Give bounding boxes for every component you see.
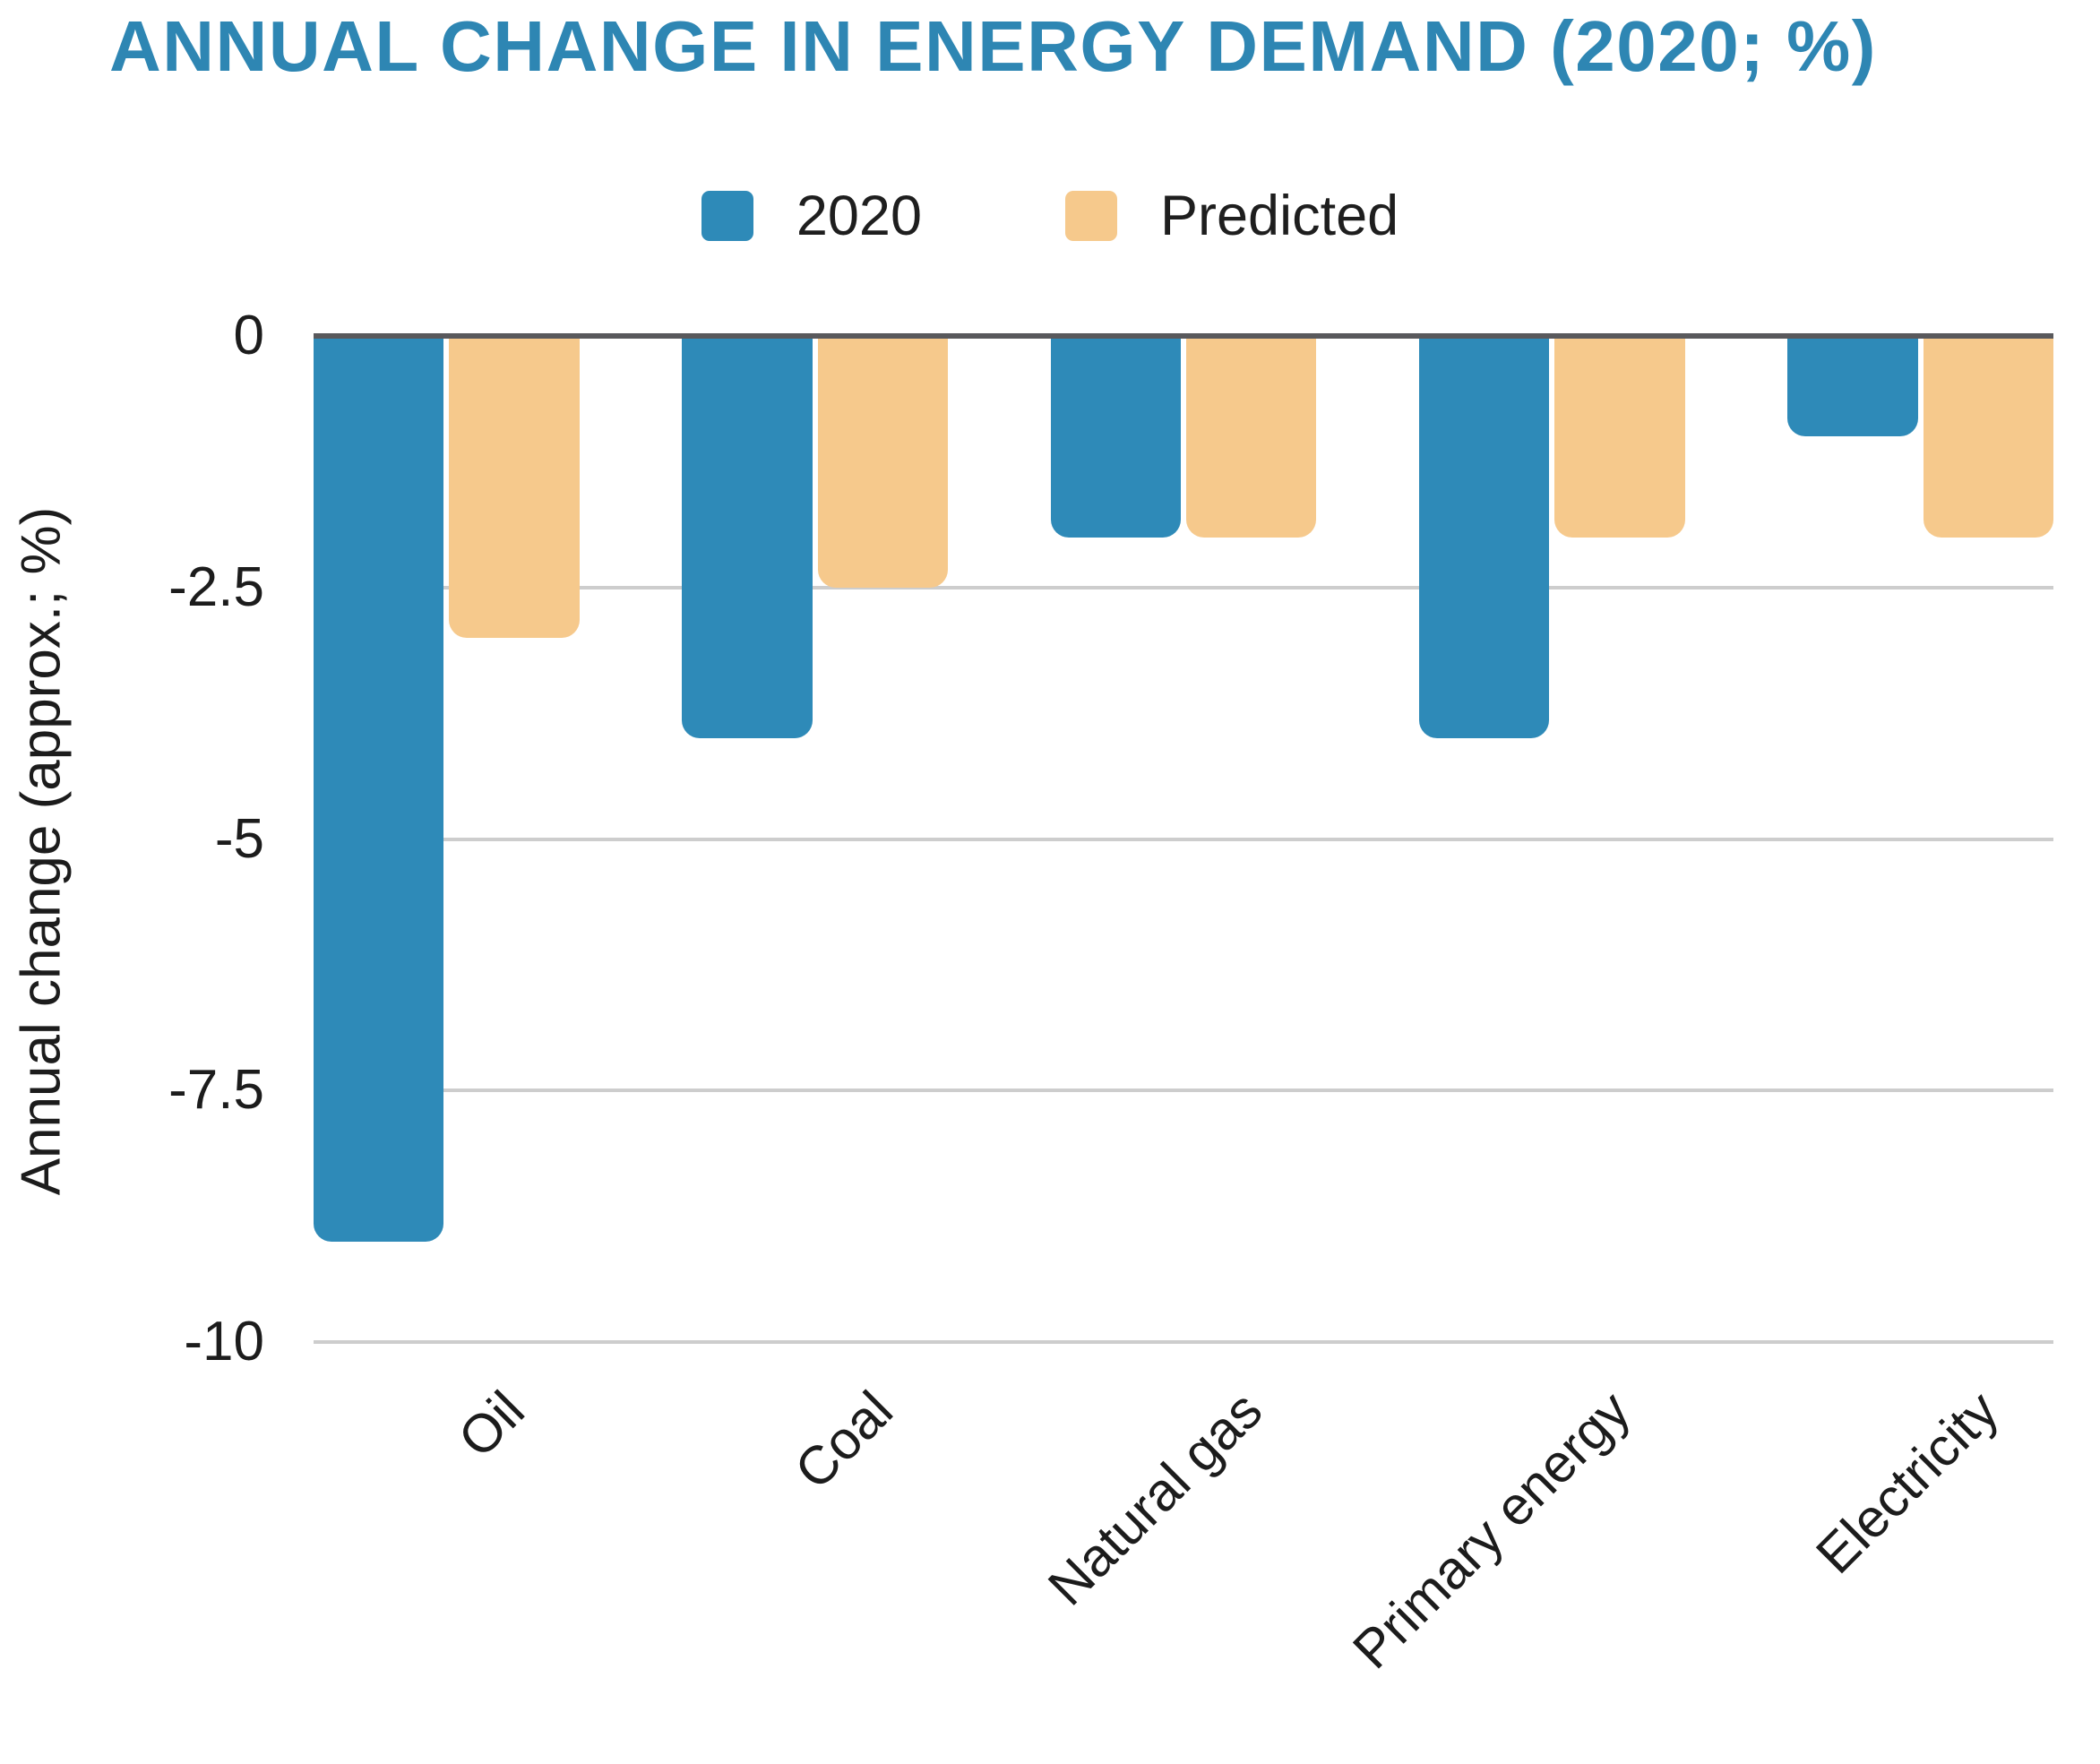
x-tick-label-primary-energy: Primary energy <box>1341 1380 1642 1681</box>
bar-2020-electricity <box>1787 336 1918 437</box>
x-tick-label-oil: Oil <box>446 1380 537 1469</box>
y-tick-label: -10 <box>184 1311 264 1372</box>
y-tick-label: -2.5 <box>168 555 264 618</box>
bar-group-coal <box>682 336 949 1342</box>
bar-2020-coal <box>682 336 813 739</box>
gridline <box>314 585 2053 589</box>
y-tick-label: 0 <box>233 305 264 366</box>
legend-label: 2020 <box>796 184 922 247</box>
y-tick-label: -7.5 <box>168 1059 264 1122</box>
bar-predicted-coal <box>817 336 949 588</box>
bar-group-electricity <box>1787 336 2053 1342</box>
legend-swatch-icon <box>1065 191 1117 241</box>
bar-predicted-primary-energy <box>1554 336 1685 538</box>
legend-swatch-icon <box>701 191 753 241</box>
bar-group-primary-energy <box>1418 336 1685 1342</box>
y-tick-label: -5 <box>214 807 264 870</box>
legend: 2020 Predicted <box>0 176 2100 256</box>
y-axis-title: Annual change (approx.; %) <box>10 506 73 1196</box>
bar-group-natural-gas <box>1050 336 1317 1342</box>
x-tick-label-coal: Coal <box>783 1380 905 1501</box>
legend-item-2020: 2020 <box>701 184 922 247</box>
bar-2020-natural-gas <box>1050 336 1181 538</box>
gridline <box>314 1089 2053 1093</box>
x-tick-label-natural-gas: Natural gas <box>1036 1380 1274 1617</box>
bar-predicted-electricity <box>1923 336 2053 538</box>
gridline <box>314 837 2053 841</box>
gridline <box>314 1340 2053 1344</box>
bar-predicted-oil <box>449 336 580 638</box>
chart-title: ANNUAL CHANGE IN ENERGY DEMAND (2020; %) <box>109 6 1877 86</box>
bars-container <box>314 336 2053 1342</box>
plot-area: 0 -2.5 -5 -7.5 -10 Oil Coal Natural gas Primary … <box>168 305 2053 1680</box>
bar-predicted-natural-gas <box>1186 336 1317 538</box>
bar-group-oil <box>314 336 580 1342</box>
zero-gridline <box>314 333 2053 339</box>
bar-2020-oil <box>314 336 444 1242</box>
x-tick-label-electricity: Electricity <box>1804 1380 2010 1586</box>
legend-item-predicted: Predicted <box>1065 184 1399 247</box>
legend-label: Predicted <box>1160 184 1399 247</box>
bar-2020-primary-energy <box>1418 336 1550 739</box>
